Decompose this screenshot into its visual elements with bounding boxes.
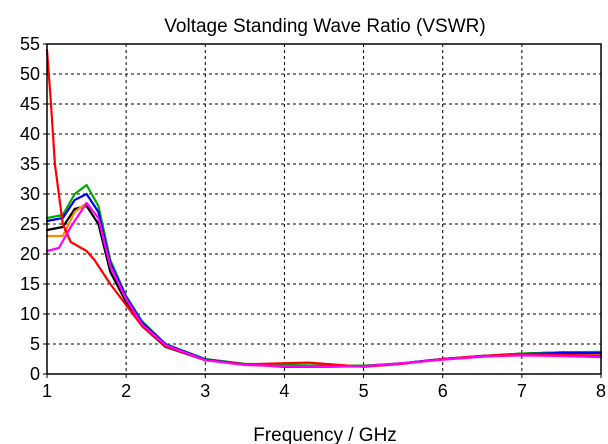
y-tick-label: 30 [20, 184, 40, 204]
y-tick-label: 25 [20, 214, 40, 234]
y-tick-label: 10 [20, 304, 40, 324]
y-tick-label: 55 [20, 34, 40, 54]
x-tick-label: 8 [596, 381, 606, 401]
series-line-1 [45, 204, 603, 368]
series-line-2 [45, 201, 603, 368]
series-lines [45, 48, 603, 368]
series-line-6 [45, 201, 603, 368]
x-tick-label: 7 [517, 381, 527, 401]
grid-lines [47, 44, 601, 374]
x-axis-label: Frequency / GHz [253, 425, 397, 444]
y-tick-label: 45 [20, 94, 40, 114]
chart-title: Voltage Standing Wave Ratio (VSWR) [164, 16, 485, 37]
x-tick-label: 2 [121, 381, 131, 401]
y-tick-label: 5 [30, 334, 40, 354]
x-tick-label: 5 [359, 381, 369, 401]
y-tick-label: 15 [20, 274, 40, 294]
series-line-5 [45, 48, 603, 368]
x-tick-label: 3 [200, 381, 210, 401]
y-tick-label: 50 [20, 64, 40, 84]
x-tick-label: 4 [279, 381, 289, 401]
y-tick-label: 35 [20, 154, 40, 174]
plot-frame [46, 43, 602, 375]
y-tick-label: 20 [20, 244, 40, 264]
y-tick-label: 0 [30, 364, 40, 384]
x-tick-label: 1 [42, 381, 52, 401]
axes [43, 43, 602, 378]
series-line-3 [45, 183, 603, 367]
series-line-4 [45, 192, 603, 368]
x-tick-label: 6 [438, 381, 448, 401]
y-tick-label: 40 [20, 124, 40, 144]
